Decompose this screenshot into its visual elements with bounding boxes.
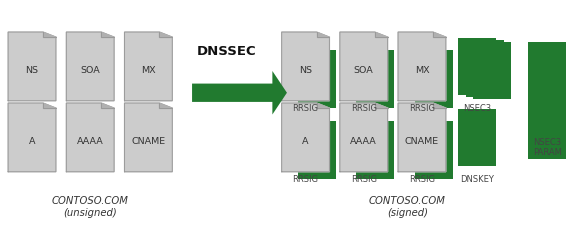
Polygon shape	[101, 32, 114, 37]
Bar	[414, 121, 453, 179]
Polygon shape	[159, 103, 172, 108]
Bar	[356, 121, 395, 179]
Text: RRSIG: RRSIG	[293, 104, 318, 113]
Bar	[299, 121, 336, 179]
Text: SOA: SOA	[80, 66, 100, 76]
Polygon shape	[101, 103, 114, 108]
Bar	[356, 50, 395, 108]
Polygon shape	[317, 103, 329, 108]
Text: NSEC3: NSEC3	[463, 104, 491, 113]
Text: AAAA: AAAA	[77, 137, 104, 147]
Polygon shape	[398, 103, 446, 172]
Bar	[528, 42, 566, 159]
Polygon shape	[398, 32, 446, 101]
Polygon shape	[8, 32, 56, 101]
Text: DNSKEY: DNSKEY	[460, 175, 494, 184]
Text: RRSIG: RRSIG	[409, 175, 435, 184]
Text: SOA: SOA	[354, 66, 374, 76]
Polygon shape	[340, 32, 388, 101]
Text: NS: NS	[299, 66, 312, 76]
Polygon shape	[43, 32, 56, 37]
Text: CONTOSO.COM
(unsigned): CONTOSO.COM (unsigned)	[52, 196, 129, 218]
Text: CNAME: CNAME	[132, 137, 165, 147]
Text: RRSIG: RRSIG	[351, 104, 377, 113]
Text: MX: MX	[414, 66, 430, 76]
Text: MX: MX	[141, 66, 156, 76]
Polygon shape	[125, 32, 172, 101]
Polygon shape	[159, 32, 172, 37]
Polygon shape	[375, 103, 388, 108]
Text: CONTOSO.COM
(signed): CONTOSO.COM (signed)	[369, 196, 446, 218]
Polygon shape	[125, 103, 172, 172]
Polygon shape	[43, 103, 56, 108]
Polygon shape	[8, 103, 56, 172]
Text: RRSIG: RRSIG	[409, 104, 435, 113]
Text: A: A	[302, 137, 309, 147]
Bar	[466, 40, 503, 97]
Polygon shape	[340, 103, 388, 172]
Polygon shape	[192, 71, 287, 114]
Polygon shape	[433, 103, 446, 108]
Text: DNSSEC: DNSSEC	[197, 45, 257, 58]
Bar	[474, 42, 512, 99]
Text: RRSIG: RRSIG	[351, 175, 377, 184]
Text: A: A	[29, 137, 36, 147]
Polygon shape	[317, 32, 329, 37]
Polygon shape	[66, 103, 114, 172]
Text: AAAA: AAAA	[350, 137, 377, 147]
Text: RRSIG: RRSIG	[293, 175, 318, 184]
Polygon shape	[66, 32, 114, 101]
Text: NS: NS	[26, 66, 38, 76]
Polygon shape	[433, 32, 446, 37]
Bar	[299, 50, 336, 108]
Polygon shape	[375, 32, 388, 37]
Bar	[459, 109, 496, 166]
Text: NSEC3
PARAM: NSEC3 PARAM	[533, 138, 562, 157]
Polygon shape	[282, 32, 329, 101]
Bar	[459, 38, 496, 95]
Polygon shape	[282, 103, 329, 172]
Bar	[414, 50, 453, 108]
Text: CNAME: CNAME	[405, 137, 439, 147]
